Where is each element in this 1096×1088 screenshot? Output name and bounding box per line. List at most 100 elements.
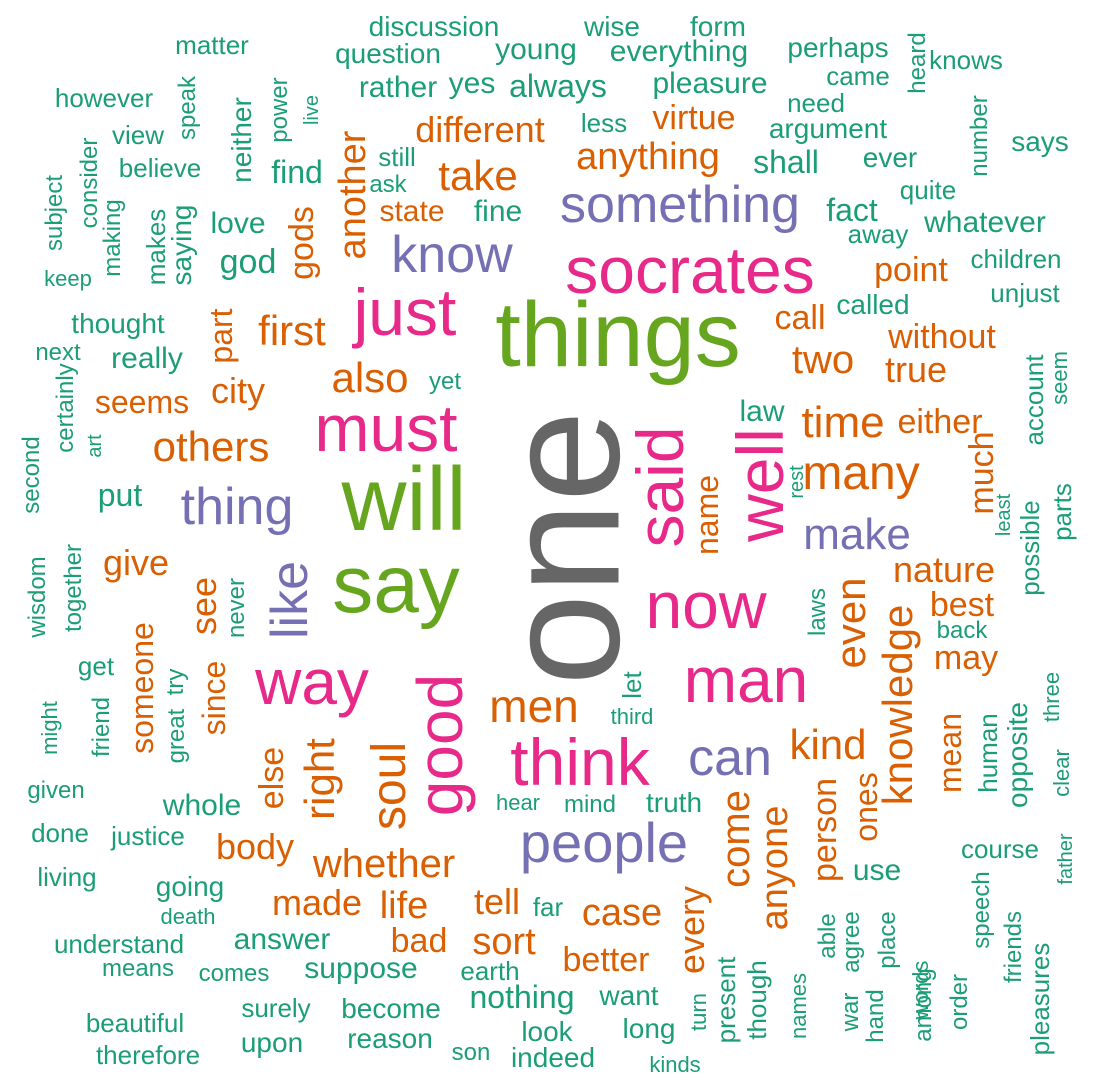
word-understand: understand	[53, 929, 185, 959]
word-given: given	[27, 777, 85, 804]
word-friend: friend	[88, 696, 115, 758]
word-case: case	[581, 892, 663, 934]
word-either: either	[897, 403, 983, 441]
word-whatever: whatever	[924, 206, 1046, 239]
word-someone: someone	[124, 622, 160, 754]
word-nothing: nothing	[469, 979, 575, 1015]
word-want: want	[599, 980, 659, 1011]
word-believe: believe	[118, 153, 202, 183]
word-said: said	[623, 426, 697, 548]
word-among: among	[910, 968, 937, 1042]
word-question: question	[335, 38, 441, 69]
word-truth: truth	[645, 787, 703, 818]
word-suppose: suppose	[304, 952, 418, 985]
word-find: find	[271, 154, 323, 190]
word-neither: neither	[226, 97, 257, 183]
word-justice: justice	[111, 821, 185, 851]
word-point: point	[874, 251, 948, 289]
word-view: view	[111, 120, 165, 150]
word-make: make	[803, 510, 911, 559]
word-pleasure: pleasure	[652, 67, 768, 100]
word-rather: rather	[358, 71, 438, 104]
word-different: different	[415, 109, 545, 150]
word-whole: whole	[162, 789, 242, 822]
word-therefore: therefore	[95, 1040, 201, 1070]
word-discussion: discussion	[368, 11, 500, 42]
word-matter: matter	[175, 30, 249, 60]
word-know: know	[391, 226, 513, 284]
word-person: person	[806, 778, 844, 882]
word-like: like	[261, 560, 319, 640]
word-think: think	[510, 725, 650, 799]
word-seem: seem	[1047, 351, 1072, 405]
word-least: least	[993, 493, 1015, 537]
word-things: things	[495, 284, 741, 386]
word-another: another	[332, 130, 374, 260]
word-true: true	[884, 349, 948, 390]
word-made: made	[271, 882, 363, 923]
word-two: two	[791, 338, 855, 382]
word-agree: agree	[838, 911, 865, 973]
word-way: way	[255, 646, 369, 718]
word-see: see	[183, 576, 224, 636]
word-called: called	[836, 289, 910, 320]
word-else: else	[253, 746, 291, 810]
word-people: people	[519, 811, 689, 874]
word-say: say	[332, 539, 460, 630]
word-keep: keep	[44, 266, 92, 291]
word-heard: heard	[904, 32, 931, 94]
word-give: give	[102, 542, 170, 583]
word-love: love	[210, 207, 266, 240]
word-put: put	[97, 477, 143, 513]
word-form: form	[690, 11, 746, 42]
word-yes: yes	[448, 67, 496, 100]
word-great: great	[163, 708, 190, 764]
word-can: can	[688, 729, 772, 787]
word-far: far	[532, 892, 564, 922]
word-god: god	[219, 243, 277, 281]
word-city: city	[211, 370, 265, 411]
word-since: since	[196, 660, 232, 736]
word-call: call	[774, 299, 826, 337]
word-hand: hand	[862, 989, 889, 1043]
word-even: even	[827, 577, 874, 669]
word-shall: shall	[753, 144, 819, 180]
word-reason: reason	[347, 1023, 433, 1054]
word-really: really	[111, 342, 183, 375]
word-next: next	[35, 339, 81, 366]
word-still: still	[378, 142, 416, 172]
word-first: first	[258, 307, 326, 354]
word-third: third	[610, 704, 654, 729]
word-seems: seems	[94, 384, 190, 420]
word-wisdom: wisdom	[24, 556, 51, 638]
word-beautiful: beautiful	[85, 1008, 185, 1038]
word-always: always	[509, 68, 607, 104]
word-kinds: kinds	[649, 1052, 701, 1077]
word-pleasures: pleasures	[1025, 942, 1055, 1056]
word-virtue: virtue	[652, 99, 736, 137]
word-man: man	[683, 644, 809, 716]
word-gods: gods	[283, 206, 321, 280]
word-less: less	[580, 108, 628, 138]
word-says: says	[1011, 126, 1069, 157]
word-good: good	[404, 673, 476, 817]
word-others: others	[152, 423, 270, 470]
word-tell: tell	[473, 881, 521, 922]
word-account: account	[1019, 354, 1049, 446]
word-ask: ask	[369, 171, 407, 198]
word-parts: parts	[1047, 483, 1077, 541]
word-look: look	[521, 1016, 573, 1047]
word-indeed: indeed	[510, 1042, 596, 1073]
word-clear: clear	[1049, 749, 1074, 797]
word-state: state	[379, 195, 445, 228]
word-right: right	[296, 738, 343, 820]
word-present: present	[711, 956, 741, 1044]
word-knows: knows	[929, 45, 1003, 75]
word-become: become	[341, 993, 441, 1024]
word-let: let	[617, 671, 647, 699]
word-perhaps: perhaps	[787, 32, 889, 63]
word-back: back	[936, 617, 988, 644]
word-need: need	[787, 88, 845, 118]
word-fine: fine	[473, 195, 523, 228]
word-might: might	[37, 701, 62, 755]
